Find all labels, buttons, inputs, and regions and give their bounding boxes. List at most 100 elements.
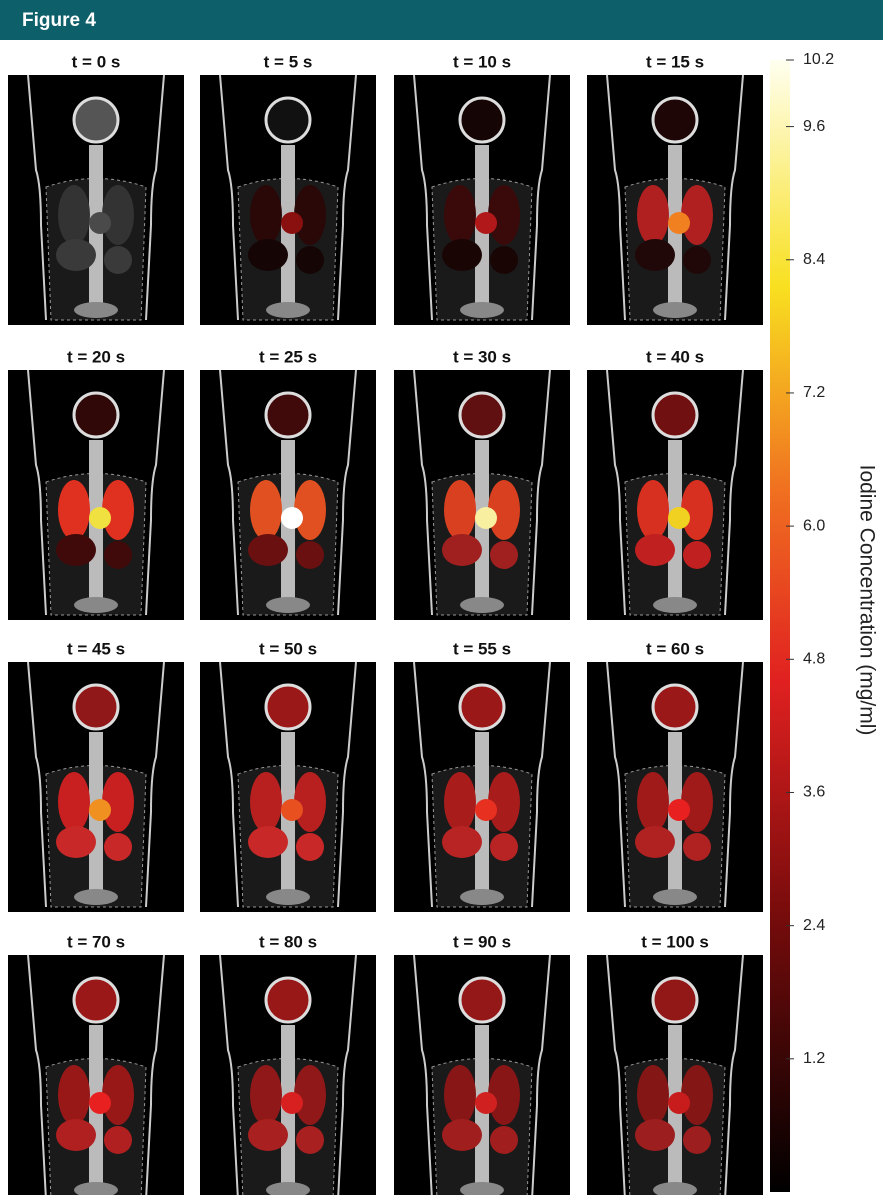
phantom-image (394, 954, 570, 1195)
bowel (683, 246, 711, 274)
bowel (683, 1126, 711, 1154)
phantom-image (587, 369, 763, 620)
head (72, 976, 120, 1024)
lung (250, 1065, 282, 1125)
head (651, 976, 699, 1024)
pelvis (74, 1182, 118, 1195)
pelvis (460, 1182, 504, 1195)
lung (102, 1065, 134, 1125)
lung (637, 480, 669, 540)
panel-label: t = 15 s (646, 52, 704, 71)
panel-label: t = 10 s (453, 52, 511, 71)
liver (635, 534, 675, 566)
phantom-image (8, 74, 184, 325)
heart (89, 1092, 111, 1114)
bowel (296, 541, 324, 569)
lung (637, 185, 669, 245)
liver (442, 826, 482, 858)
body-outline (606, 661, 744, 908)
colorbar-tick-label: 10.2 (803, 51, 834, 68)
panel-label: t = 100 s (641, 932, 709, 951)
panel-label: t = 45 s (67, 639, 125, 658)
phantom-image (587, 661, 763, 912)
colorbar (770, 60, 790, 1192)
liver (56, 826, 96, 858)
pelvis (266, 889, 310, 905)
body-outline (413, 661, 551, 908)
pelvis (653, 597, 697, 613)
lung (102, 185, 134, 245)
lung (637, 772, 669, 832)
head (651, 96, 699, 144)
liver (56, 239, 96, 271)
lung (294, 1065, 326, 1125)
lung (444, 480, 476, 540)
head (264, 96, 312, 144)
body-outline (606, 369, 744, 616)
figure-title: Figure 4 (22, 10, 96, 31)
panel-label: t = 55 s (453, 639, 511, 658)
head (72, 96, 120, 144)
head (651, 683, 699, 731)
body-outline (219, 74, 357, 321)
liver (248, 239, 288, 271)
colorbar-tick-label: 1.2 (803, 1050, 825, 1067)
colorbar-tick-label: 8.4 (803, 251, 825, 268)
body-outline (219, 954, 357, 1195)
panel-label: t = 0 s (72, 52, 121, 71)
body-outline (27, 954, 165, 1195)
heart (89, 507, 111, 529)
liver (248, 1119, 288, 1151)
bowel (490, 1126, 518, 1154)
bowel (104, 541, 132, 569)
bowel (296, 833, 324, 861)
phantom-image (394, 369, 570, 620)
body-outline (27, 661, 165, 908)
lung (102, 772, 134, 832)
lung (294, 185, 326, 245)
colorbar-tick-label: 7.2 (803, 384, 825, 401)
heart (668, 507, 690, 529)
body-outline (413, 74, 551, 321)
bowel (296, 246, 324, 274)
head (72, 391, 120, 439)
phantom-image (200, 954, 376, 1195)
phantom-image (200, 369, 376, 620)
liver (635, 1119, 675, 1151)
body-outline (27, 74, 165, 321)
phantom-image (394, 661, 570, 912)
head (458, 96, 506, 144)
heart (281, 507, 303, 529)
heart (281, 212, 303, 234)
lung (681, 772, 713, 832)
pelvis (74, 302, 118, 318)
pelvis (653, 889, 697, 905)
lung (250, 185, 282, 245)
phantom-image (587, 954, 763, 1195)
pelvis (266, 302, 310, 318)
colorbar-tick-label: 9.6 (803, 118, 825, 135)
heart (475, 212, 497, 234)
pelvis (266, 597, 310, 613)
heart (668, 1092, 690, 1114)
lung (250, 480, 282, 540)
heart (89, 799, 111, 821)
pelvis (653, 302, 697, 318)
heart (668, 212, 690, 234)
pelvis (460, 597, 504, 613)
panel-label: t = 30 s (453, 347, 511, 366)
bowel (683, 541, 711, 569)
panel-label: t = 20 s (67, 347, 125, 366)
liver (56, 534, 96, 566)
head (458, 391, 506, 439)
body-outline (413, 954, 551, 1195)
pelvis (460, 889, 504, 905)
lung (488, 1065, 520, 1125)
body-outline (606, 74, 744, 321)
pelvis (460, 302, 504, 318)
phantom-image (8, 661, 184, 912)
lung (102, 480, 134, 540)
phantom-image (200, 74, 376, 325)
colorbar-tick-label: 2.4 (803, 917, 825, 934)
